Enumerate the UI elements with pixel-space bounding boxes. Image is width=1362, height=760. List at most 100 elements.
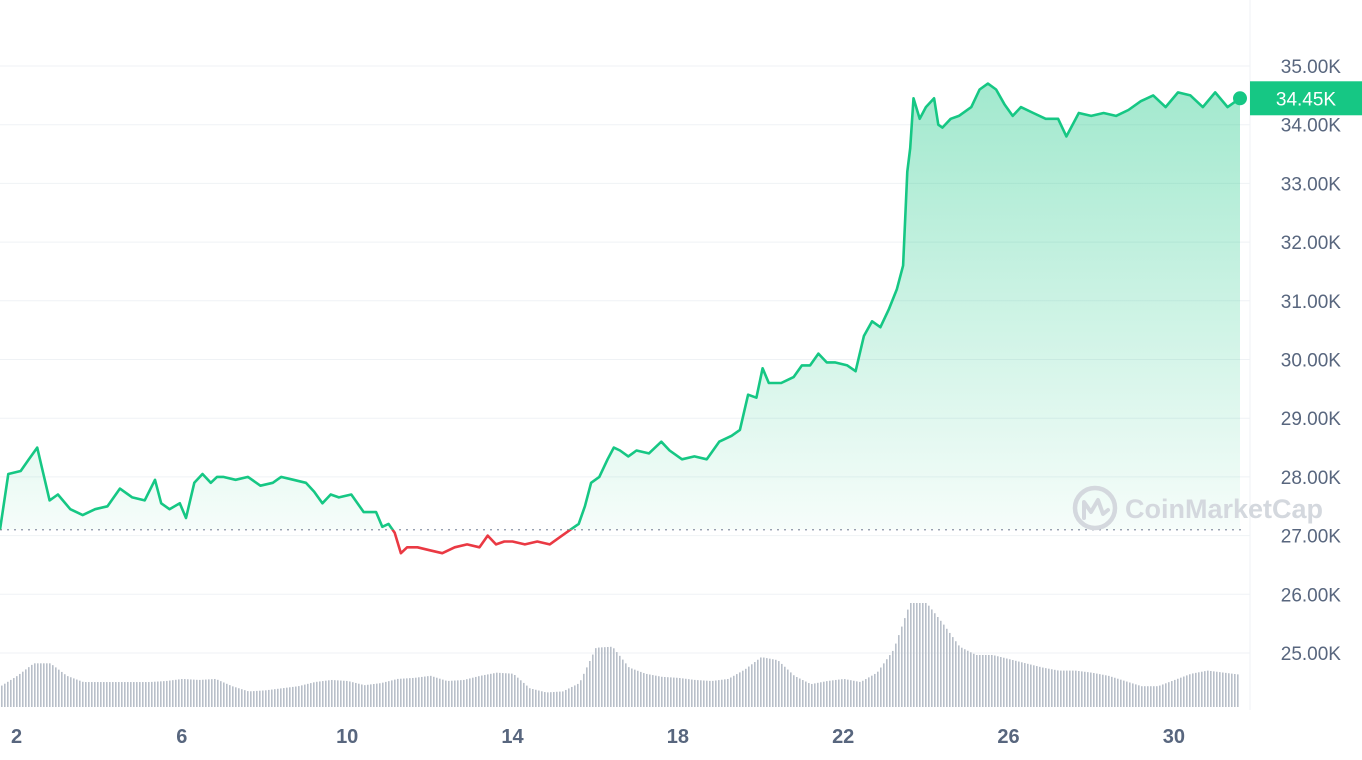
volume-bar (268, 689, 270, 707)
volume-bar (868, 677, 870, 707)
volume-bar (337, 680, 339, 707)
volume-bar (490, 673, 492, 707)
volume-bar (331, 679, 333, 707)
volume-bar (760, 657, 762, 707)
volume-bar (418, 677, 420, 707)
volume-bar (433, 676, 435, 707)
volume-bar (1027, 663, 1029, 707)
volume-bar (55, 667, 57, 707)
volume-bar (1120, 679, 1122, 707)
volume-bar (10, 679, 12, 707)
volume-bar (670, 677, 672, 707)
volume-bar (208, 679, 210, 707)
volume-bar (49, 663, 51, 707)
volume-bar (514, 675, 516, 707)
volume-bar (778, 661, 780, 707)
volume-bar (679, 678, 681, 707)
volume-bar (220, 681, 222, 707)
volume-bar (763, 657, 765, 707)
volume-bar (70, 677, 72, 707)
y-tick-label: 31.00K (1281, 292, 1342, 313)
volume-bar (154, 681, 156, 707)
volume-bar (1024, 663, 1026, 707)
volume-bar (1102, 674, 1104, 707)
volume-bar (952, 637, 954, 707)
volume-bar (706, 680, 708, 707)
volume-bar (1003, 657, 1005, 707)
volume-bar (1228, 673, 1230, 707)
volume-bar (784, 666, 786, 707)
volume-bar (694, 679, 696, 707)
volume-bar (1183, 676, 1185, 707)
volume-bar (577, 683, 579, 707)
volume-bar (1144, 686, 1146, 707)
volume-bar (319, 681, 321, 707)
volume-bar (286, 687, 288, 707)
volume-bar (52, 665, 54, 707)
volume-bar (1030, 664, 1032, 707)
volume-bar (466, 679, 468, 707)
volume-bar (814, 683, 816, 707)
volume-bar (622, 659, 624, 707)
volume-bar (595, 648, 597, 707)
volume-bar (424, 676, 426, 707)
volume-bar (910, 603, 912, 707)
volume-bar (1084, 671, 1086, 707)
volume-bar (79, 680, 81, 707)
volume-bar (1132, 683, 1134, 707)
volume-bar (460, 680, 462, 707)
volume-bar (1093, 673, 1095, 707)
volume-bar (919, 603, 921, 707)
volume-bar (799, 678, 801, 707)
volume-bar (1, 685, 3, 707)
volume-bar (247, 691, 249, 707)
volume-bar (1192, 673, 1194, 707)
volume-bar (313, 682, 315, 707)
volume-bar (31, 664, 33, 707)
volume-bar (985, 655, 987, 707)
volume-bar (76, 679, 78, 707)
volume-bar (1159, 685, 1161, 707)
volume-bar (97, 682, 99, 707)
volume-bar (40, 663, 42, 707)
volume-bar (481, 675, 483, 707)
volume-bar (955, 641, 957, 707)
volume-bar (715, 680, 717, 707)
volume-bar (1090, 672, 1092, 707)
volume-bar (787, 669, 789, 707)
y-tick-label: 30.00K (1281, 351, 1342, 372)
volume-bar (628, 667, 630, 707)
volume-bar (625, 663, 627, 707)
volume-bar (925, 603, 927, 707)
volume-bar (1000, 657, 1002, 707)
volume-bar (1222, 672, 1224, 707)
volume-bar (700, 680, 702, 707)
volume-bar (739, 672, 741, 707)
volume-bar (535, 689, 537, 707)
volume-bar (358, 683, 360, 707)
volume-bar (325, 680, 327, 707)
volume-bar (667, 677, 669, 707)
volume-bar (355, 682, 357, 707)
price-area-fill (0, 83, 1240, 530)
volume-bar (646, 673, 648, 707)
volume-bar (274, 689, 276, 707)
volume-bar (880, 667, 882, 707)
volume-bar (1135, 684, 1137, 707)
volume-bar (1204, 671, 1206, 707)
volume-bar (4, 683, 6, 707)
volume-bar (526, 685, 528, 707)
volume-bar (19, 673, 21, 707)
volume-bar (529, 688, 531, 707)
volume-bar (712, 680, 714, 707)
volume-bar (217, 679, 219, 707)
volume-bar (1096, 673, 1098, 707)
volume-bar (913, 603, 915, 707)
volume-bar (322, 681, 324, 707)
volume-bar (499, 672, 501, 707)
volume-bar (568, 688, 570, 707)
volume-bar (478, 676, 480, 707)
volume-bar (64, 674, 66, 707)
volume-bar (34, 663, 36, 707)
volume-bar (1054, 669, 1056, 707)
